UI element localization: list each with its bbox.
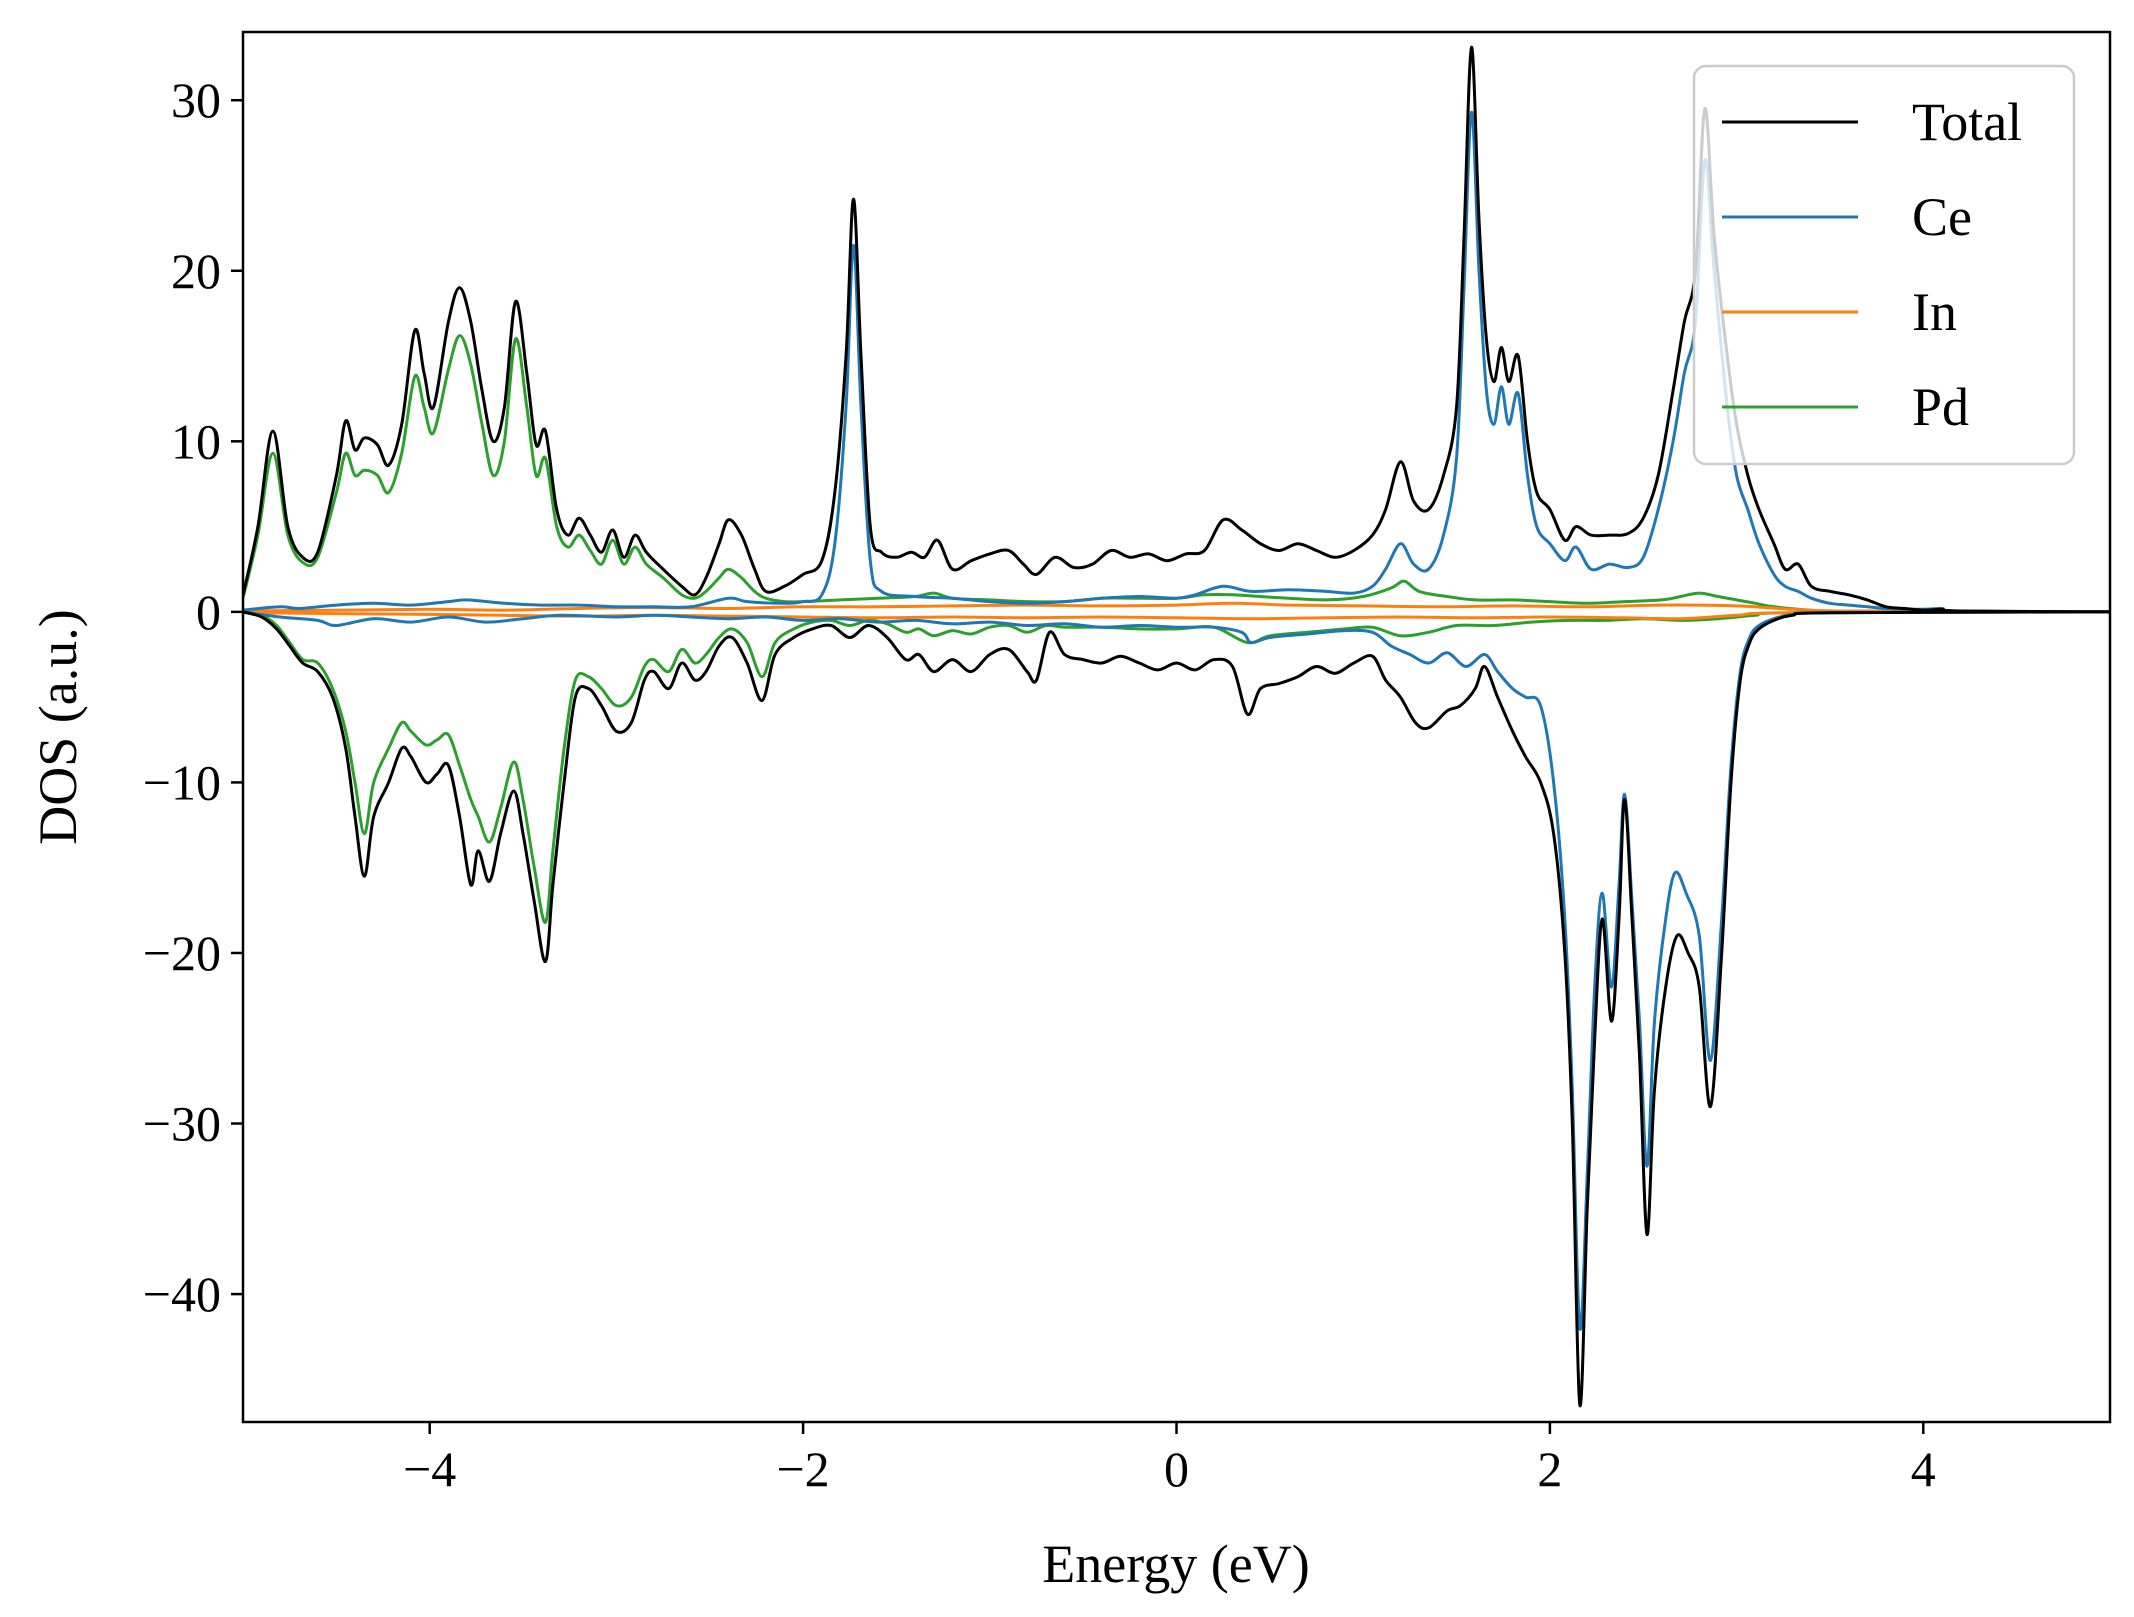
x-tick-label: 2 xyxy=(1537,1441,1562,1497)
x-tick-label: −2 xyxy=(776,1441,829,1497)
legend-label-in: In xyxy=(1912,282,1957,342)
y-tick-label: −10 xyxy=(143,754,221,810)
series-line-total-down xyxy=(243,610,2110,1408)
legend-label-ce: Ce xyxy=(1912,187,1972,247)
y-tick-label: 0 xyxy=(196,584,221,640)
y-tick-label: 10 xyxy=(171,413,221,469)
y-tick-label: 20 xyxy=(171,243,221,299)
y-tick-label: 30 xyxy=(171,72,221,128)
series-line-pd-up xyxy=(243,334,2110,614)
y-tick-label: −20 xyxy=(143,925,221,981)
x-axis-ticks: −4 −2 0 2 4 xyxy=(403,1422,1936,1497)
series-lines xyxy=(243,45,2110,1408)
x-tick-label: −4 xyxy=(403,1441,456,1497)
x-tick-label: 4 xyxy=(1911,1441,1936,1497)
legend-label-total: Total xyxy=(1912,92,2022,152)
series-line-ce-down xyxy=(243,610,2110,1331)
y-axis-label: DOS (a.u.) xyxy=(28,609,88,844)
legend-box xyxy=(1692,64,2076,466)
x-axis-label: Energy (eV) xyxy=(1042,1534,1309,1594)
y-axis-ticks: −40 −30 −20 −10 0 10 20 30 xyxy=(143,72,243,1322)
series-line-in-up xyxy=(243,601,2110,614)
legend: Total Ce In Pd xyxy=(1692,64,2076,466)
series-line-pd-down xyxy=(243,610,2110,924)
y-tick-label: −40 xyxy=(143,1266,221,1322)
series-line-total-up xyxy=(243,45,2110,614)
legend-label-pd: Pd xyxy=(1912,377,1969,437)
y-tick-label: −30 xyxy=(143,1096,221,1152)
x-tick-label: 0 xyxy=(1164,1441,1189,1497)
